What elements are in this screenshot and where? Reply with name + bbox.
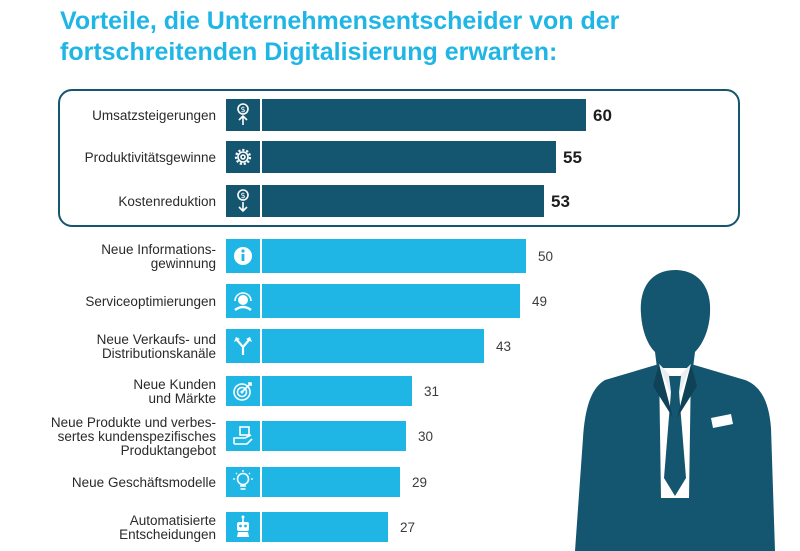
bar-row: Produktivitätsgewinne 55 xyxy=(85,141,582,173)
bar-divider xyxy=(260,185,262,217)
bar-row: Neue Informations-gewinnung 50 xyxy=(101,239,553,273)
bar xyxy=(226,99,586,131)
value-label: 27 xyxy=(400,520,415,535)
bar-row: Neue Geschäftsmodelle 29 xyxy=(72,467,427,497)
branch-arrows-icon xyxy=(234,337,252,355)
category-label: Distributionskanäle xyxy=(102,346,216,361)
bar xyxy=(226,376,412,406)
value-label: 30 xyxy=(418,429,433,444)
target-icon xyxy=(233,382,252,401)
bar-divider xyxy=(260,467,262,497)
bar-row: Neue Produkte und verbes-sertes kundensp… xyxy=(51,415,433,458)
bar xyxy=(226,329,484,363)
businessman-silhouette xyxy=(575,270,775,551)
bar-divider xyxy=(260,284,262,318)
chart-title: Vorteile, die Unternehmensentscheider vo… xyxy=(60,7,620,66)
robot-icon xyxy=(237,515,249,537)
bar xyxy=(226,421,406,451)
category-label: Neue Kunden xyxy=(133,377,216,392)
bar xyxy=(226,141,556,173)
info-icon xyxy=(234,247,252,265)
headset-icon xyxy=(234,292,252,311)
value-label: 43 xyxy=(496,339,511,354)
category-label: Produktivitätsgewinne xyxy=(85,150,216,165)
category-label: Neue Geschäftsmodelle xyxy=(72,475,216,490)
value-label: 60 xyxy=(593,106,612,125)
gear-icon xyxy=(234,148,252,166)
bar xyxy=(226,239,526,273)
value-label: 49 xyxy=(532,294,547,309)
category-label: Produktangebot xyxy=(121,443,217,458)
category-label: gewinnung xyxy=(151,256,216,271)
value-label: 29 xyxy=(412,475,427,490)
highlight-box xyxy=(58,89,740,227)
category-label: und Märkte xyxy=(148,391,216,406)
bar xyxy=(226,512,388,542)
svg-text:$: $ xyxy=(240,105,245,114)
bar-divider xyxy=(260,239,262,273)
bar-row: $ Umsatzsteigerungen 60 xyxy=(92,99,612,131)
bar xyxy=(226,467,400,497)
category-label: sertes kundenspezifisches xyxy=(58,429,217,444)
bar xyxy=(226,284,520,318)
bar-divider xyxy=(260,99,262,131)
bar-divider xyxy=(260,141,262,173)
hand-product-icon xyxy=(233,426,253,445)
dollar-up-icon: $ xyxy=(237,103,249,125)
value-label: 31 xyxy=(424,384,439,399)
lightbulb-icon xyxy=(233,470,253,490)
bar-divider xyxy=(260,421,262,451)
value-label: 50 xyxy=(538,249,553,264)
value-label: 55 xyxy=(563,148,582,167)
bar-divider xyxy=(260,512,262,542)
category-label: Neue Verkaufs- und xyxy=(97,332,216,347)
svg-text:$: $ xyxy=(240,191,245,200)
bar-row: Serviceoptimierungen 49 xyxy=(85,284,547,318)
category-label: Serviceoptimierungen xyxy=(85,294,216,309)
category-label: Kostenreduktion xyxy=(118,194,216,209)
bar-divider xyxy=(260,376,262,406)
bar-divider xyxy=(260,329,262,363)
value-label: 53 xyxy=(551,192,570,211)
dollar-down-icon: $ xyxy=(237,189,249,213)
category-label: Neue Produkte und verbes- xyxy=(51,415,216,430)
category-label: Entscheidungen xyxy=(119,527,216,542)
category-label: Umsatzsteigerungen xyxy=(92,108,216,123)
bar-row: $ Kostenreduktion 53 xyxy=(118,185,570,217)
bar xyxy=(226,185,544,217)
category-label: Automatisierte xyxy=(130,513,216,528)
category-label: Neue Informations- xyxy=(101,242,216,257)
